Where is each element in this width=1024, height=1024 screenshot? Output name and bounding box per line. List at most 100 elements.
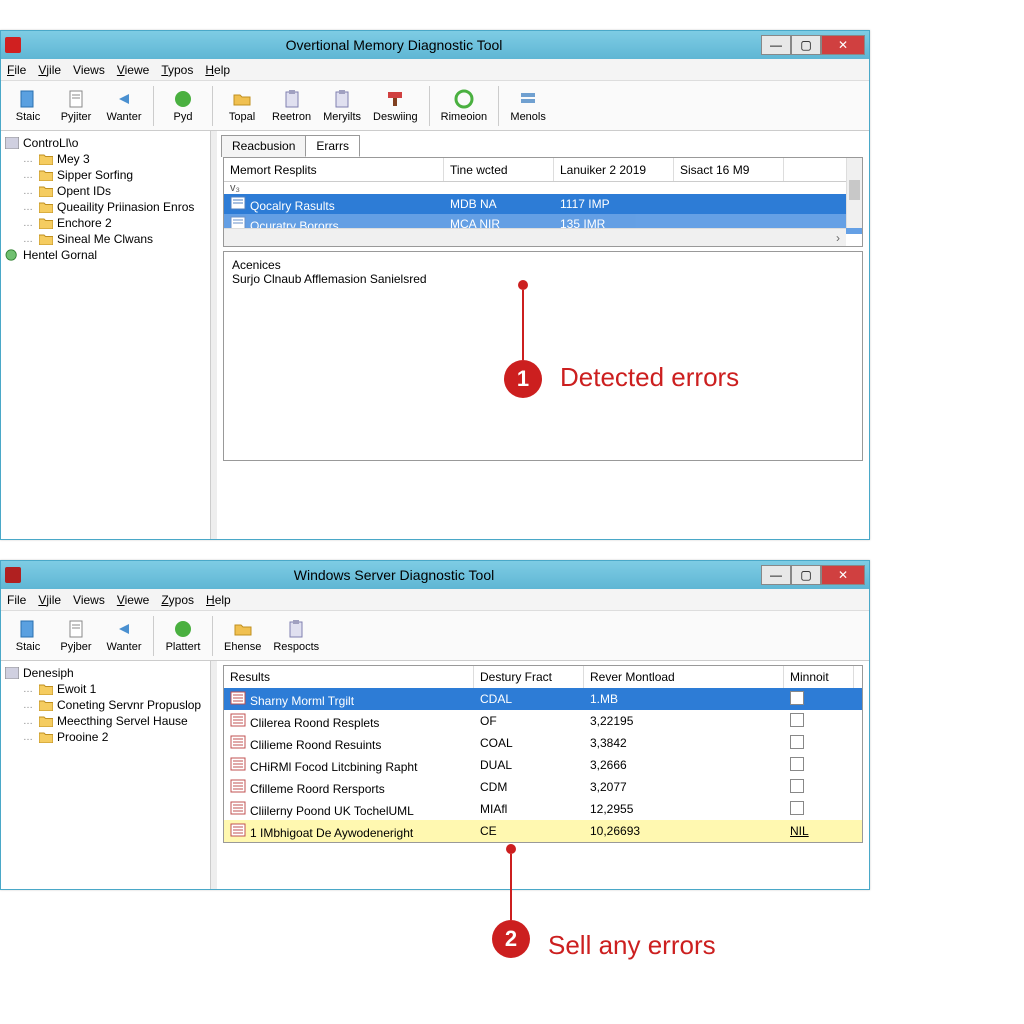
table-row[interactable]: Cfilleme Roord RersportsCDM3,2077 bbox=[224, 776, 862, 798]
table-cell bbox=[784, 713, 854, 730]
checkbox[interactable] bbox=[790, 691, 804, 705]
column-header[interactable]: Tine wcted bbox=[444, 158, 554, 181]
toolbar-staic[interactable]: Staic bbox=[5, 83, 51, 129]
column-header[interactable]: Results bbox=[224, 666, 474, 688]
page-icon bbox=[66, 619, 86, 639]
toolbar-staic[interactable]: Staic bbox=[5, 613, 51, 659]
column-header[interactable]: Sisact 16 M9 bbox=[674, 158, 784, 181]
maximize-button[interactable]: ▢ bbox=[791, 565, 821, 585]
tree-root[interactable]: Denesiph bbox=[3, 665, 208, 681]
tree-item[interactable]: …Meecthing Servel Hause bbox=[21, 713, 208, 729]
tree-item-label: Queaility Priinasion Enros bbox=[57, 200, 194, 214]
menu-file[interactable]: File bbox=[7, 63, 26, 77]
tree-item[interactable]: …Mey 3 bbox=[21, 151, 208, 167]
disc-green-icon bbox=[454, 89, 474, 109]
tree-extra[interactable]: Hentel Gornal bbox=[3, 247, 208, 263]
toolbar-respocts[interactable]: Respocts bbox=[268, 613, 324, 659]
table-cell: CDAL bbox=[474, 692, 584, 706]
tab-erarrs[interactable]: Erarrs bbox=[305, 135, 360, 157]
menu-viewe[interactable]: Viewe bbox=[117, 63, 149, 77]
horizontal-scrollbar[interactable]: › bbox=[224, 228, 846, 246]
checkbox[interactable] bbox=[790, 713, 804, 727]
minimize-button[interactable]: — bbox=[761, 565, 791, 585]
table-cell bbox=[784, 779, 854, 796]
tree-root[interactable]: ControLl\o bbox=[3, 135, 208, 151]
menu-help[interactable]: Help bbox=[206, 593, 231, 607]
toolbar-label: Staic bbox=[16, 641, 40, 653]
tree-item[interactable]: …Opent IDs bbox=[21, 183, 208, 199]
toolbar-wanter[interactable]: Wanter bbox=[101, 613, 147, 659]
checkbox[interactable] bbox=[790, 757, 804, 771]
table-row[interactable]: Clilerea Roond RespletsOF3,22195 bbox=[224, 710, 862, 732]
menu-typos[interactable]: Typos bbox=[161, 63, 193, 77]
tree-extra-label: Hentel Gornal bbox=[23, 248, 97, 262]
tree-item[interactable]: …Coneting Servnr Propuslop bbox=[21, 697, 208, 713]
row-icon bbox=[230, 801, 246, 815]
toolbar-meryilts[interactable]: Meryilts bbox=[318, 83, 366, 129]
column-header[interactable]: Rever Montload bbox=[584, 666, 784, 688]
tree-item[interactable]: …Sipper Sorfing bbox=[21, 167, 208, 183]
vertical-scrollbar[interactable] bbox=[846, 158, 862, 228]
menu-help[interactable]: Help bbox=[205, 63, 230, 77]
close-button[interactable]: ✕ bbox=[821, 35, 865, 55]
maximize-button[interactable]: ▢ bbox=[791, 35, 821, 55]
folder-icon bbox=[39, 153, 53, 165]
table-cell: 3,3842 bbox=[584, 736, 784, 750]
tree-item[interactable]: …Ewoit 1 bbox=[21, 681, 208, 697]
table-cell bbox=[784, 691, 854, 708]
menu-zypos[interactable]: Zypos bbox=[161, 593, 194, 607]
menu-viewe[interactable]: Viewe bbox=[117, 593, 149, 607]
tree-item-label: Meecthing Servel Hause bbox=[57, 714, 188, 728]
tree-item[interactable]: …Prooine 2 bbox=[21, 729, 208, 745]
tree-item[interactable]: …Sineal Me Clwans bbox=[21, 231, 208, 247]
toolbar-ehense[interactable]: Ehense bbox=[219, 613, 266, 659]
menu-vjile[interactable]: Vjile bbox=[38, 593, 61, 607]
tree-item[interactable]: …Queaility Priinasion Enros bbox=[21, 199, 208, 215]
checkbox[interactable] bbox=[790, 779, 804, 793]
column-header[interactable]: Destury Fract bbox=[474, 666, 584, 688]
link-cell[interactable]: NIL bbox=[790, 824, 809, 838]
column-header[interactable]: Lanuiker 2 2019 bbox=[554, 158, 674, 181]
callout-badge-1: 1 bbox=[504, 360, 542, 398]
table-row[interactable]: Cliilerny Poond UK TochelUMLMIAfl12,2955 bbox=[224, 798, 862, 820]
toolbar-menols[interactable]: Menols bbox=[505, 83, 551, 129]
tree-item-label: Mey 3 bbox=[57, 152, 90, 166]
menu-views[interactable]: Views bbox=[73, 63, 105, 77]
toolbar-separator bbox=[153, 86, 154, 126]
menu-vjile[interactable]: Vjile bbox=[38, 63, 61, 77]
column-header[interactable]: Minnoit bbox=[784, 666, 854, 688]
menu-file[interactable]: File bbox=[7, 593, 26, 607]
list-expand-marker[interactable]: v₃ bbox=[224, 182, 862, 194]
checkbox[interactable] bbox=[790, 735, 804, 749]
checkbox[interactable] bbox=[790, 801, 804, 815]
tool-red-icon bbox=[385, 89, 405, 109]
tab-reacbusion[interactable]: Reacbusion bbox=[221, 135, 306, 157]
toolbar-wanter[interactable]: Wanter bbox=[101, 83, 147, 129]
toolbar-plattert[interactable]: Plattert bbox=[160, 613, 206, 659]
table-cell: 3,2666 bbox=[584, 758, 784, 772]
close-button[interactable]: ✕ bbox=[821, 565, 865, 585]
table-row[interactable]: 1 IMbhigoat De AywodenerightCE10,26693NI… bbox=[224, 820, 862, 842]
toolbar-deswiing[interactable]: Deswiing bbox=[368, 83, 423, 129]
tree-item[interactable]: …Enchore 2 bbox=[21, 215, 208, 231]
table-row[interactable]: Qocalry RasultsMDB NA1117 IMP bbox=[224, 194, 862, 214]
control-icon bbox=[5, 137, 19, 149]
table-row[interactable]: Clilieme Roond ResuintsCOAL3,3842 bbox=[224, 732, 862, 754]
callout-line bbox=[522, 290, 524, 360]
minimize-button[interactable]: — bbox=[761, 35, 791, 55]
row-icon bbox=[230, 691, 246, 705]
table-row[interactable]: Sharny Morml TrgiltCDAL1.MB bbox=[224, 688, 862, 710]
column-header[interactable]: Memort Resplits bbox=[224, 158, 444, 181]
toolbar-pyjber[interactable]: Pyjber bbox=[53, 613, 99, 659]
toolbar-reetron[interactable]: Reetron bbox=[267, 83, 316, 129]
toolbar-separator bbox=[212, 86, 213, 126]
folder-icon bbox=[233, 619, 253, 639]
detail-panel: Acenices Surjo Clnaub Afflemasion Saniel… bbox=[223, 251, 863, 461]
toolbar-pyd[interactable]: Pyd bbox=[160, 83, 206, 129]
toolbar-rimeoion[interactable]: Rimeoion bbox=[436, 83, 492, 129]
table-row[interactable]: CHiRMl Focod Litcbining RaphtDUAL3,2666 bbox=[224, 754, 862, 776]
toolbar-label: Wanter bbox=[106, 641, 141, 653]
toolbar-topal[interactable]: Topal bbox=[219, 83, 265, 129]
toolbar-pyjiter[interactable]: Pyjiter bbox=[53, 83, 99, 129]
menu-views[interactable]: Views bbox=[73, 593, 105, 607]
